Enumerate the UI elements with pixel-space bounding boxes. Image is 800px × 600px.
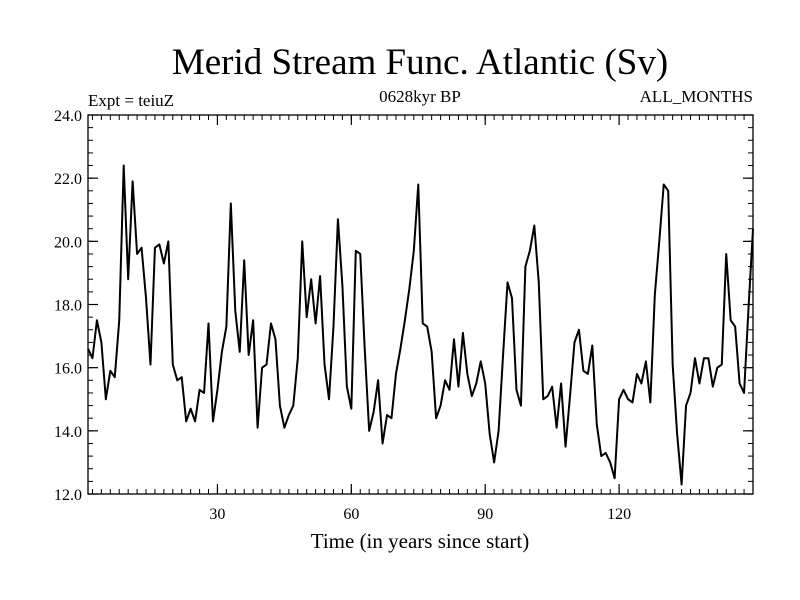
x-axis-label: Time (in years since start) <box>311 529 530 553</box>
months-label: ALL_MONTHS <box>640 87 753 106</box>
x-tick-label: 30 <box>209 506 225 523</box>
series-line <box>87 164 754 486</box>
y-tick-label: 20.0 <box>54 234 82 251</box>
y-tick-label: 18.0 <box>54 298 82 315</box>
y-tick-label: 12.0 <box>54 487 82 504</box>
y-tick-label: 24.0 <box>54 108 82 125</box>
y-tick-label: 22.0 <box>54 171 82 188</box>
period-label: 0628kyr BP <box>379 87 461 106</box>
experiment-label: Expt = teiuZ <box>88 91 174 110</box>
x-tick-label: 90 <box>477 506 493 523</box>
y-tick-label: 16.0 <box>54 361 82 378</box>
x-tick-label: 120 <box>607 506 631 523</box>
plot-frame <box>87 114 754 495</box>
x-tick-label: 60 <box>343 506 359 523</box>
plot-area: 30 60 90 120 12.0 14.0 16.0 18.0 20.0 22.0 24.0 <box>54 108 754 523</box>
y-tick-label: 14.0 <box>54 424 82 441</box>
chart-title: Merid Stream Func. Atlantic (Sv) <box>172 42 668 83</box>
